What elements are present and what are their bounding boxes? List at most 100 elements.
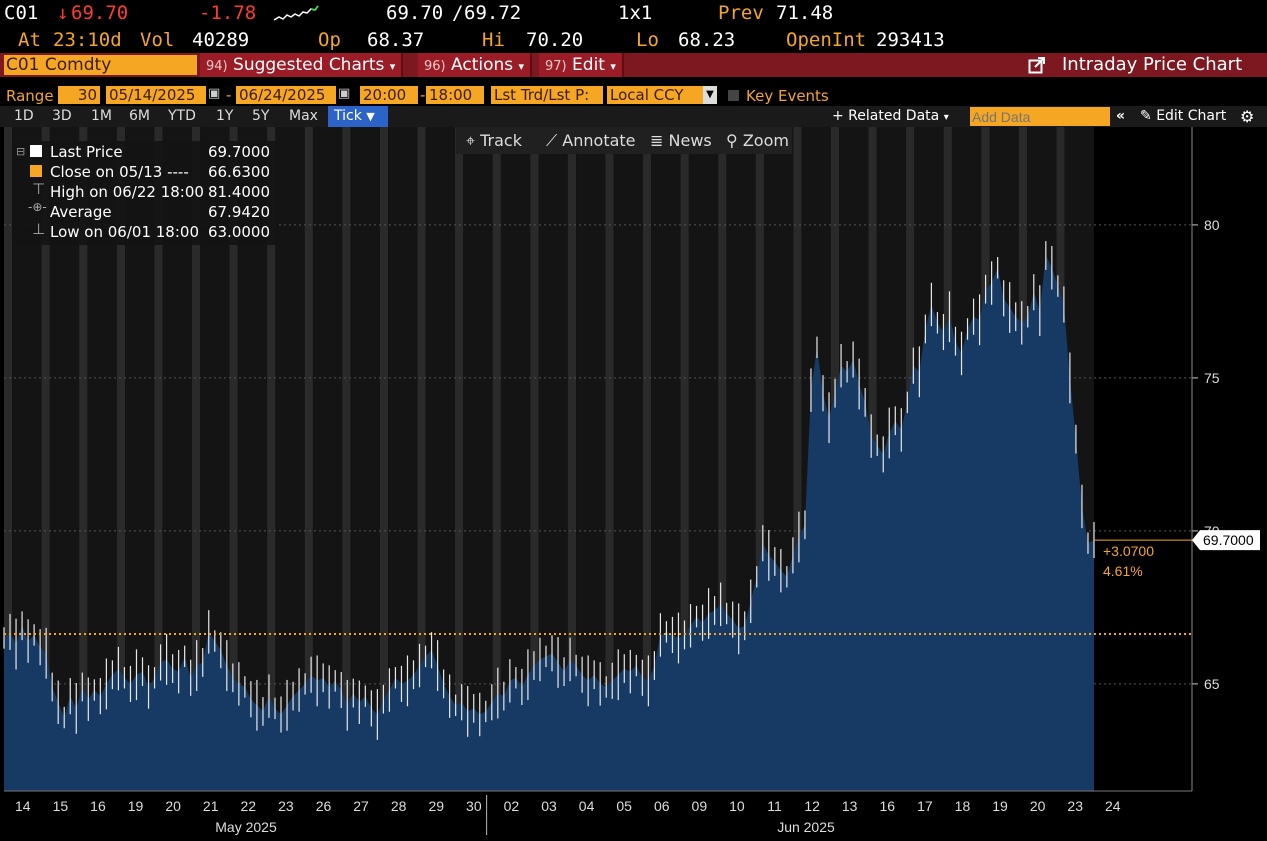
currency-select[interactable]: Local CCY <box>607 86 703 104</box>
session-gap-band <box>680 127 689 791</box>
session-gap-band <box>605 127 614 791</box>
legend-high-label: High on 06/22 18:00 <box>50 183 204 201</box>
session-gap-band <box>755 127 764 791</box>
news-icon: ≣ <box>650 131 664 150</box>
calendar-icon[interactable]: ▣ <box>338 86 351 101</box>
open-value: 68.37 <box>367 29 425 51</box>
session-gap-band <box>492 127 501 791</box>
related-data-button[interactable]: + Related Data ▾ <box>832 106 949 127</box>
ask-price: 69.72 <box>464 2 522 24</box>
security-field[interactable]: C01 Comdty <box>4 55 197 75</box>
annotate-tool[interactable]: ⟋ Annotate <box>546 131 636 151</box>
start-time-field[interactable]: 20:00 <box>360 86 418 104</box>
x-tick-label: 21 <box>203 798 219 814</box>
collapse-icon[interactable]: ⊟ <box>16 145 26 158</box>
session-gap-band <box>417 127 426 791</box>
tf-5y-button[interactable]: 5Y <box>252 108 270 124</box>
gear-icon[interactable]: ⚙ <box>1240 107 1255 126</box>
suggested-charts-menu[interactable]: 94) Suggested Charts ▾ <box>200 53 404 77</box>
menu-label: Edit <box>572 55 605 75</box>
y-axis: 65707580 <box>1191 127 1220 791</box>
x-tick-label: 05 <box>616 798 632 814</box>
session-gap-band <box>793 127 802 791</box>
change-pct-label: 4.61% <box>1103 563 1143 579</box>
legend-high-value: 81.4000 <box>207 183 270 201</box>
session-gap-band <box>567 127 577 791</box>
tf-tick-button[interactable]: Tick ▼ <box>328 106 388 127</box>
x-tick-label: 29 <box>428 798 444 814</box>
legend-low-value: 63.0000 <box>207 223 270 241</box>
close-swatch <box>30 165 42 177</box>
edit-chart-label: Edit Chart <box>1156 108 1227 124</box>
magnifier-icon: ⚲ <box>726 131 738 150</box>
key-events-checkbox[interactable] <box>728 90 739 101</box>
session-gap-band <box>530 127 539 791</box>
collapse-icon[interactable]: « <box>1116 108 1126 124</box>
start-date-field[interactable]: 05/14/2025 <box>106 86 206 104</box>
end-date-field[interactable]: 06/24/2025 <box>236 86 336 104</box>
tf-1y-button[interactable]: 1Y <box>216 108 234 124</box>
prev-label: Prev <box>718 2 764 24</box>
edit-chart-button[interactable]: ✎ Edit Chart <box>1140 106 1226 127</box>
x-tick-label: 20 <box>165 798 181 814</box>
average-marker-icon: -⊕- <box>28 200 47 214</box>
x-tick-label: 06 <box>654 798 670 814</box>
session-band <box>350 127 380 791</box>
session-gap-band <box>304 127 313 791</box>
x-tick-label: 26 <box>316 798 332 814</box>
at-value: 23:10d <box>53 29 122 51</box>
edit-menu[interactable]: 97) Edit ▾ <box>539 53 624 77</box>
interval-field[interactable]: 30 <box>58 86 100 104</box>
y-tick-label: 75 <box>1204 370 1220 386</box>
x-tick-label: 19 <box>992 798 1008 814</box>
price-area <box>4 255 1094 791</box>
session-gap-band <box>642 127 652 791</box>
session-band <box>312 127 343 791</box>
tf-ytd-button[interactable]: YTD <box>168 108 196 124</box>
popout-icon[interactable] <box>1028 57 1046 74</box>
x-tick-label: 16 <box>879 798 895 814</box>
session-gap-band <box>154 127 163 791</box>
caret-down-icon: ▾ <box>518 60 525 73</box>
session-gap-band <box>267 127 276 791</box>
caret-down-icon: ▾ <box>943 112 949 123</box>
tf-max-button[interactable]: Max <box>289 108 318 124</box>
zoom-label: Zoom <box>742 131 789 150</box>
news-tool[interactable]: ≣ News <box>650 131 712 150</box>
chevron-down-icon[interactable]: ▼ <box>703 86 717 104</box>
x-tick-label: 12 <box>804 798 820 814</box>
legend-low-label: Low on 06/01 18:00 <box>50 223 199 241</box>
tf-1d-button[interactable]: 1D <box>14 108 34 124</box>
actions-menu[interactable]: 96) Actions ▾ <box>418 53 533 77</box>
end-time-field[interactable]: 18:00 <box>426 86 484 104</box>
zoom-tool[interactable]: ⚲ Zoom <box>726 131 789 150</box>
session-gap-band <box>718 127 727 791</box>
x-tick-label: 11 <box>767 798 782 814</box>
session-gap-band <box>229 127 238 791</box>
add-data-input[interactable] <box>970 107 1110 126</box>
key-events-label: Key Events <box>746 87 829 105</box>
vol-label: Vol <box>140 29 175 51</box>
menu-number: 97) <box>545 59 567 74</box>
high-marker-icon: ⊤ <box>32 180 46 198</box>
caret-down-icon: ▾ <box>610 60 616 73</box>
last-price-tag-shape <box>1192 530 1260 551</box>
x-tick-label: 10 <box>729 798 745 814</box>
x-tick-label: 23 <box>1067 798 1083 814</box>
session-gap-band <box>342 127 351 791</box>
x-tick-label: 16 <box>90 798 106 814</box>
tf-3d-button[interactable]: 3D <box>52 108 72 124</box>
calendar-icon[interactable]: ▣ <box>208 86 221 101</box>
quote-line-2: At 23:10d Vol 40289 Op 68.37 Hi 70.20 Lo… <box>0 27 1267 51</box>
price-mode-select[interactable]: Lst Trd/Lst P: <box>491 86 603 104</box>
track-tool[interactable]: ⌖ Track <box>466 131 522 151</box>
x-tick-label: 15 <box>53 798 69 814</box>
tick-label: Tick <box>334 108 362 124</box>
ticker-label: C01 <box>4 2 39 24</box>
legend-close-value: 66.6300 <box>207 163 270 181</box>
tf-6m-button[interactable]: 6M <box>129 108 150 124</box>
tf-1m-button[interactable]: 1M <box>91 108 112 124</box>
x-tick-label: 23 <box>278 798 294 814</box>
low-value: 68.23 <box>678 29 736 51</box>
session-gap-band <box>79 127 88 791</box>
